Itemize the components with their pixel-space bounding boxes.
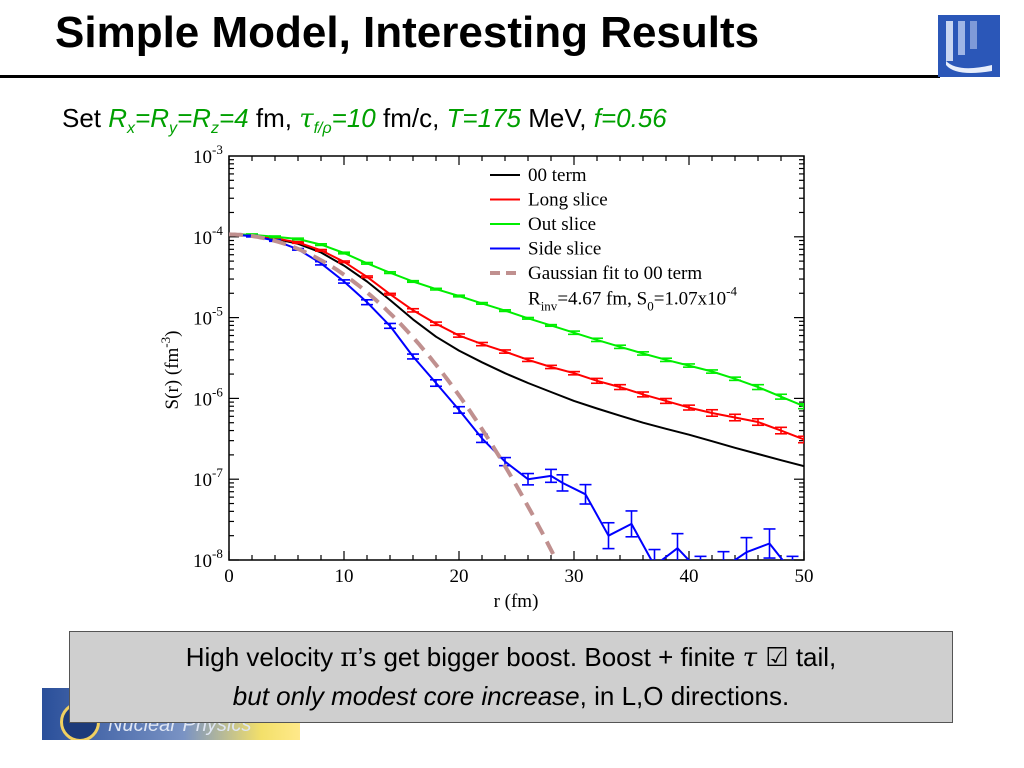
plot-frame	[228, 155, 805, 561]
legend-label: Gaussian fit to 00 term	[528, 263, 702, 284]
x-tick-label: 40	[680, 566, 699, 587]
legend-label: Long slice	[528, 190, 608, 211]
slide-title: Simple Model, Interesting Results	[55, 8, 760, 57]
y-tick-label: 10-3	[193, 145, 223, 168]
callout-line-2: but only modest core increase, in L,O di…	[232, 681, 790, 711]
x-tick-labels: 0 10 20 30 40 50	[224, 566, 813, 587]
legend-label: Side slice	[528, 239, 601, 260]
legend-label: Out slice	[528, 214, 596, 235]
series-00-term	[229, 233, 804, 468]
title-underline	[0, 75, 940, 78]
parameter-line: Set Rx=Ry=Rz=4 fm, τf/ρ=10 fm/c, T=175 M…	[62, 103, 667, 138]
series-layer	[229, 232, 804, 560]
y-tick-label: 10-5	[193, 304, 223, 330]
university-logo-icon	[938, 15, 1000, 77]
series-line	[229, 233, 784, 560]
x-tick-label: 20	[450, 566, 469, 587]
series-line	[229, 233, 804, 441]
x-tick-label: 50	[795, 566, 814, 587]
y-tick-label: 10-4	[193, 223, 223, 249]
x-axis-label: r (fm)	[494, 591, 539, 612]
y-axis-label: S(r) (fm-3)	[158, 331, 183, 410]
legend-label: 00 term	[528, 165, 587, 186]
legend-fit-params: Rinv=4.67 fm, S0=1.07x10-4	[528, 284, 738, 314]
callout-line-1: High velocity π’s get bigger boost. Boos…	[185, 642, 837, 673]
correlation-source-chart: 0 10 20 30 40 50 10-8 10-7 10-6 10-5 10-4 10-3 r (…	[158, 145, 814, 612]
series-gaussian-fit-to-00-term	[229, 232, 559, 560]
x-tick-label: 30	[565, 566, 584, 587]
y-tick-label: 10-8	[193, 546, 223, 572]
series-line	[229, 232, 559, 560]
y-tick-labels: 10-8 10-7 10-6 10-5 10-4 10-3	[193, 145, 223, 572]
series-line	[229, 233, 804, 468]
chart-legend: 00 term Long slice Out slice Side slice Gaus…	[490, 165, 738, 314]
y-tick-label: 10-6	[193, 384, 223, 410]
axis-ticks	[228, 156, 805, 561]
y-tick-label: 10-7	[193, 465, 223, 491]
x-tick-label: 10	[335, 566, 354, 587]
conclusion-callout: High velocity π’s get bigger boost. Boos…	[69, 631, 953, 723]
x-tick-label: 0	[224, 566, 234, 587]
